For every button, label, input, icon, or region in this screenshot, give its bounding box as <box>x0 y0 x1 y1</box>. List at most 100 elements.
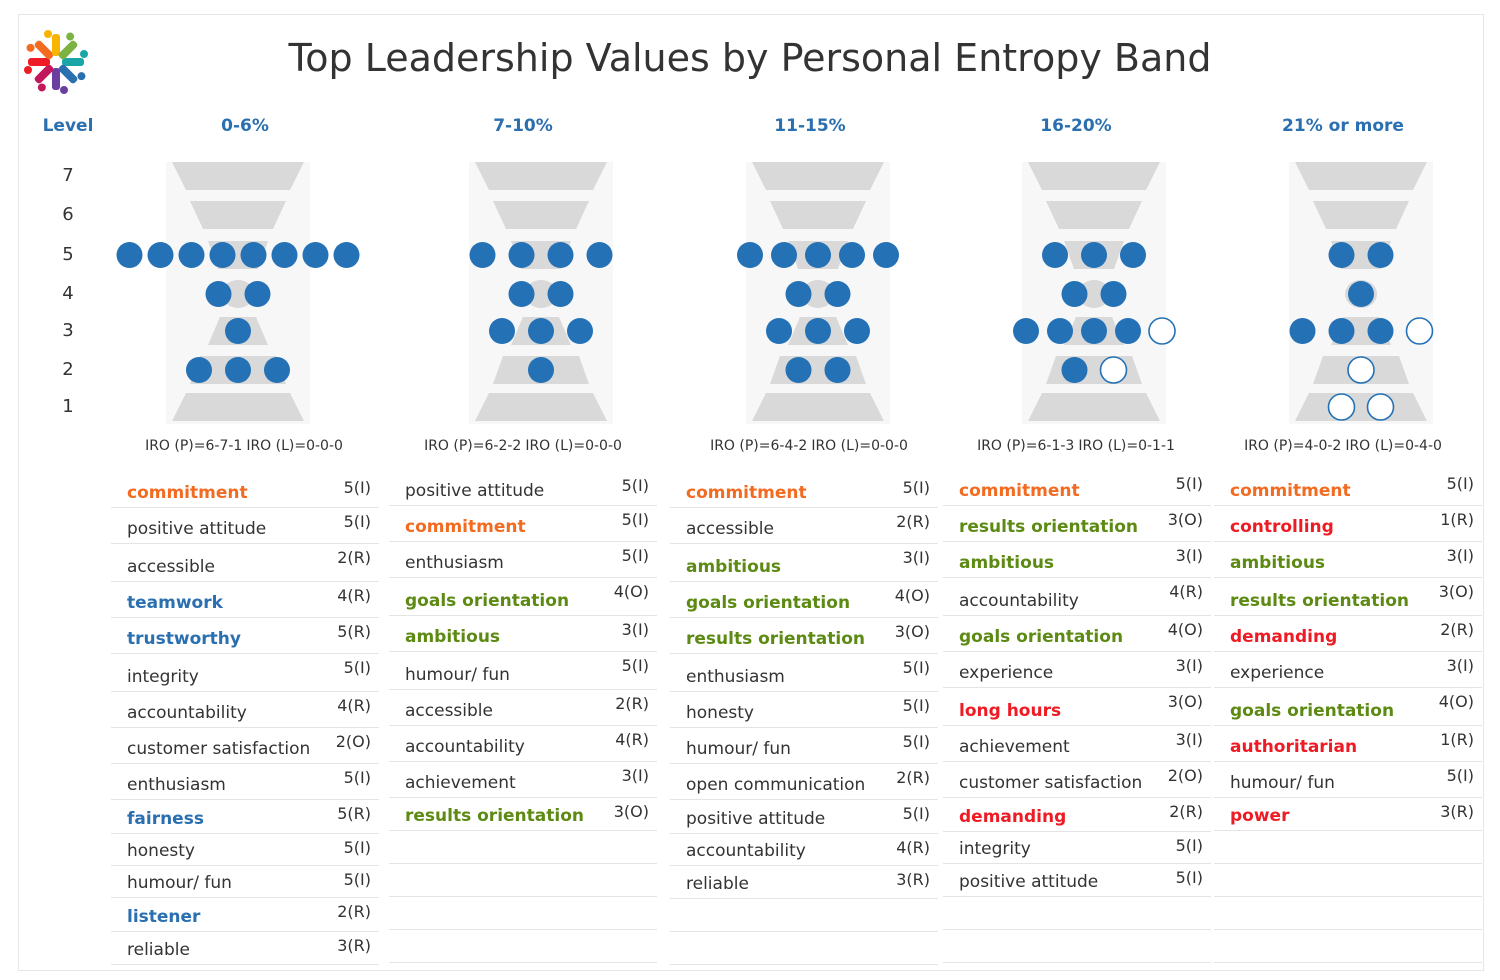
value-name: honesty <box>127 841 195 861</box>
hourglass-level-6 <box>1313 201 1409 229</box>
table-row: achievement 3(I) <box>943 726 1211 762</box>
table-row: enthusiasm 5(I) <box>111 764 379 800</box>
table-row: enthusiasm 5(I) <box>670 654 938 692</box>
value-code: 5(I) <box>343 478 371 497</box>
hourglass-level-4 <box>1078 280 1111 308</box>
hourglass-level-4 <box>222 280 255 308</box>
hourglass-level-4 <box>525 280 558 308</box>
dot-filled <box>824 357 851 383</box>
iro-personal: IRO (P)=6-1-3 <box>977 438 1075 454</box>
table-row: fairness 5(R) <box>111 800 379 834</box>
table-row: honesty 5(I) <box>111 834 379 866</box>
dot-filled <box>186 357 212 383</box>
value-name: positive attitude <box>686 809 826 829</box>
table-row <box>943 897 1211 930</box>
dot-filled <box>264 357 290 383</box>
iro-leadership: IRO (L)=0-0-0 <box>525 438 622 454</box>
value-name: enthusiasm <box>127 775 226 795</box>
dot-filled <box>839 242 865 268</box>
table-row <box>1214 897 1482 930</box>
value-name: reliable <box>127 940 190 960</box>
table-row: positive attitude 5(I) <box>670 800 938 834</box>
table-row: experience 3(I) <box>1214 652 1482 688</box>
value-code: 4(R) <box>896 838 930 857</box>
value-code: 5(I) <box>1175 474 1203 493</box>
value-name: commitment <box>1230 481 1351 501</box>
band-header: 11-15% <box>774 116 846 136</box>
value-name: ambitious <box>405 627 501 647</box>
value-name: honesty <box>686 703 754 723</box>
table-row: reliable 3(R) <box>111 932 379 965</box>
value-code: 3(I) <box>1446 546 1474 565</box>
value-name: humour/ fun <box>127 873 232 893</box>
dot-filled <box>1367 242 1394 268</box>
level-number: 6 <box>62 204 74 225</box>
table-row <box>943 930 1211 963</box>
value-name: accountability <box>405 737 525 757</box>
dot-filled <box>586 242 613 268</box>
dot-filled <box>1047 318 1073 344</box>
value-name: accessible <box>686 519 774 539</box>
table-row: positive attitude 5(I) <box>943 864 1211 897</box>
dot-filled <box>271 242 298 268</box>
dot-filled <box>205 281 232 307</box>
hourglass-level-1 <box>172 393 304 421</box>
value-name: reliable <box>686 874 749 894</box>
value-name: achievement <box>959 737 1070 757</box>
value-name: results orientation <box>405 806 584 826</box>
value-name: integrity <box>959 839 1031 859</box>
dot-filled <box>147 242 174 268</box>
value-name: commitment <box>405 517 526 537</box>
table-row: long hours 3(O) <box>943 688 1211 726</box>
level-number: 4 <box>62 283 74 304</box>
hourglass-level-6 <box>493 201 589 229</box>
dot-filled <box>805 242 831 268</box>
hourglass-level-1 <box>475 393 607 421</box>
value-code: 5(I) <box>343 658 371 677</box>
table-row: commitment 5(I) <box>389 506 657 542</box>
value-code: 5(I) <box>621 476 649 495</box>
value-name: goals orientation <box>405 591 570 611</box>
value-name: ambitious <box>959 553 1055 573</box>
dot-filled <box>1289 318 1316 344</box>
level-header: Level <box>42 116 94 136</box>
value-code: 3(O) <box>1167 692 1203 711</box>
value-name: authoritarian <box>1230 737 1358 757</box>
value-name: enthusiasm <box>686 667 785 687</box>
table-row: trustworthy 5(R) <box>111 618 379 654</box>
table-row: positive attitude 5(I) <box>389 472 657 506</box>
dot-filled <box>1367 318 1394 344</box>
table-row: commitment 5(I) <box>1214 470 1482 506</box>
band-header: 7-10% <box>493 116 553 136</box>
value-code: 5(I) <box>343 768 371 787</box>
dot-filled <box>1120 242 1146 268</box>
table-row: open communication 2(R) <box>670 764 938 800</box>
table-row: power 3(R) <box>1214 798 1482 831</box>
dot-filled <box>824 281 851 307</box>
table-row: honesty 5(I) <box>670 692 938 728</box>
value-name: teamwork <box>127 593 223 613</box>
table-row: humour/ fun 5(I) <box>389 652 657 690</box>
value-name: goals orientation <box>686 593 851 613</box>
dot-hollow <box>1327 393 1356 421</box>
value-code: 5(I) <box>1175 836 1203 855</box>
dot-filled <box>1328 242 1355 268</box>
dot-filled <box>469 242 496 268</box>
iro-label: IRO (P)=6-1-3 IRO (L)=0-1-1 <box>941 438 1211 454</box>
table-row: accountability 4(R) <box>670 834 938 866</box>
dot-filled <box>333 242 360 268</box>
chart-frame <box>18 14 1484 971</box>
dot-filled <box>766 318 792 344</box>
value-code: 3(I) <box>621 766 649 785</box>
dot-filled <box>844 318 870 344</box>
page-title: Top Leadership Values by Personal Entrop… <box>288 36 1212 80</box>
value-name: open communication <box>686 775 866 795</box>
table-row: commitment 5(I) <box>111 474 379 508</box>
value-code: 5(I) <box>1446 766 1474 785</box>
table-row: results orientation 3(O) <box>670 618 938 654</box>
table-row: ambitious 3(I) <box>670 544 938 582</box>
value-code: 2(R) <box>615 694 649 713</box>
value-code: 5(I) <box>902 732 930 751</box>
dot-filled <box>225 318 251 344</box>
value-name: integrity <box>127 667 199 687</box>
